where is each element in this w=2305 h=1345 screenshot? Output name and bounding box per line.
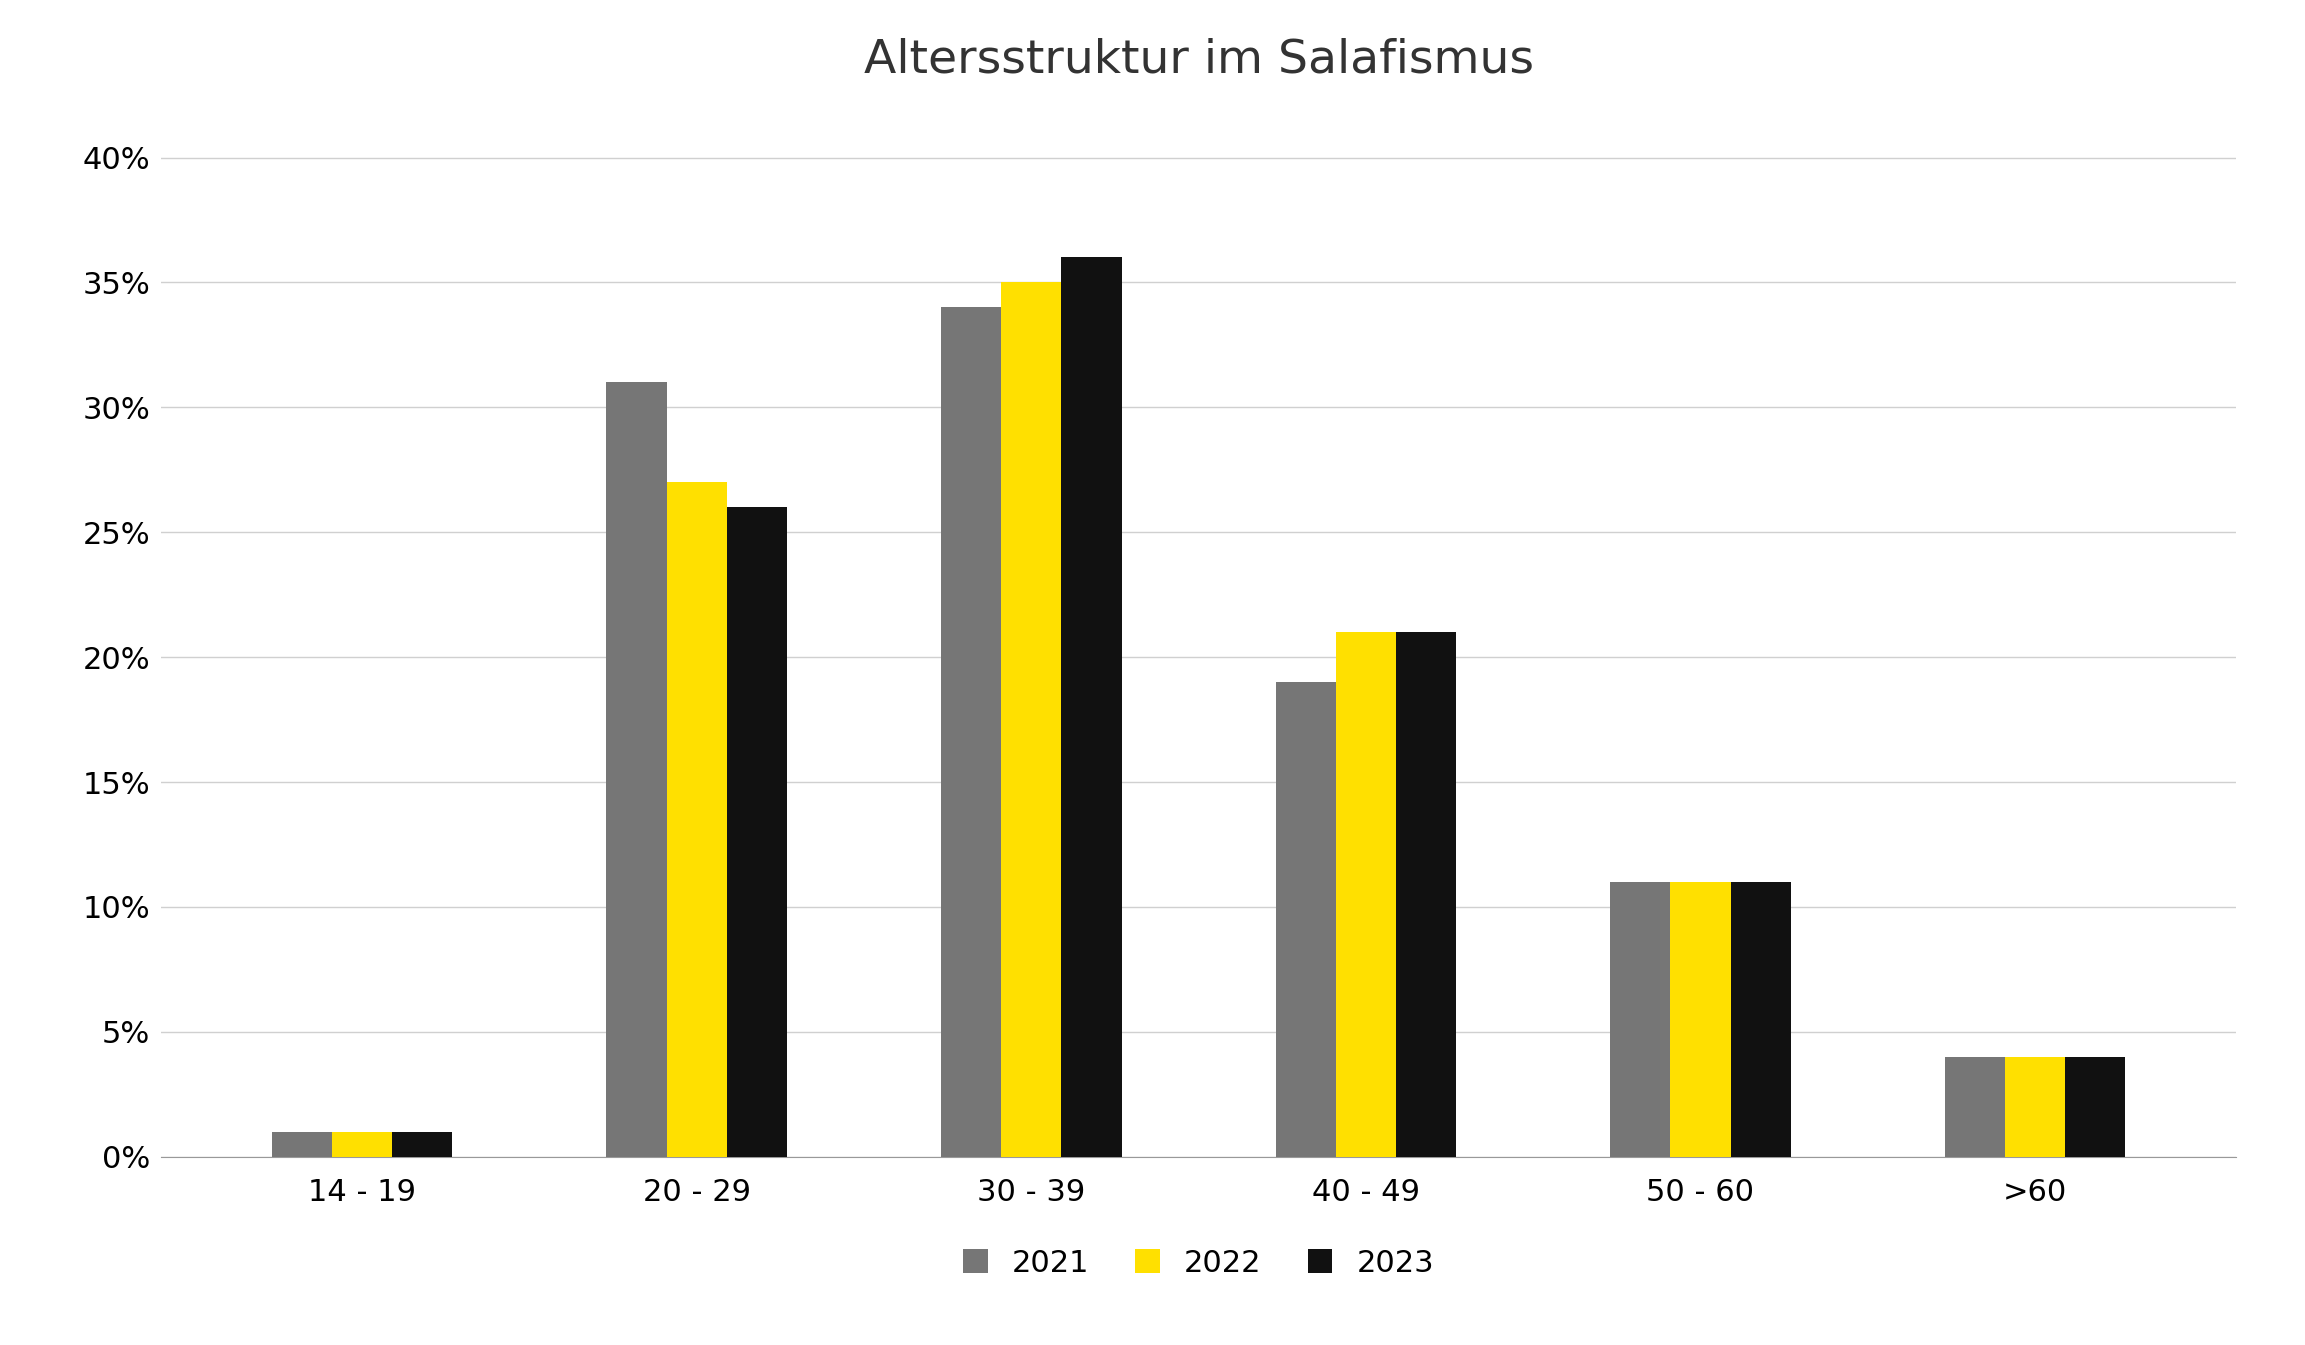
Bar: [1275, 682, 1337, 1157]
Bar: [332, 1131, 392, 1157]
Bar: [666, 483, 726, 1157]
Bar: [1945, 1057, 2005, 1157]
Bar: [1397, 632, 1457, 1157]
Title: Altersstruktur im Salafismus: Altersstruktur im Salafismus: [864, 38, 1533, 83]
Bar: [1060, 257, 1123, 1157]
Bar: [1671, 882, 1731, 1157]
Bar: [726, 507, 786, 1157]
Bar: [940, 308, 1000, 1157]
Bar: [1731, 882, 1791, 1157]
Bar: [1611, 882, 1671, 1157]
Bar: [606, 382, 666, 1157]
Bar: [2005, 1057, 2065, 1157]
Bar: [1000, 282, 1060, 1157]
Bar: [272, 1131, 332, 1157]
Bar: [2065, 1057, 2125, 1157]
Bar: [1337, 632, 1397, 1157]
Bar: [392, 1131, 452, 1157]
Legend: 2021, 2022, 2023: 2021, 2022, 2023: [963, 1248, 1434, 1278]
